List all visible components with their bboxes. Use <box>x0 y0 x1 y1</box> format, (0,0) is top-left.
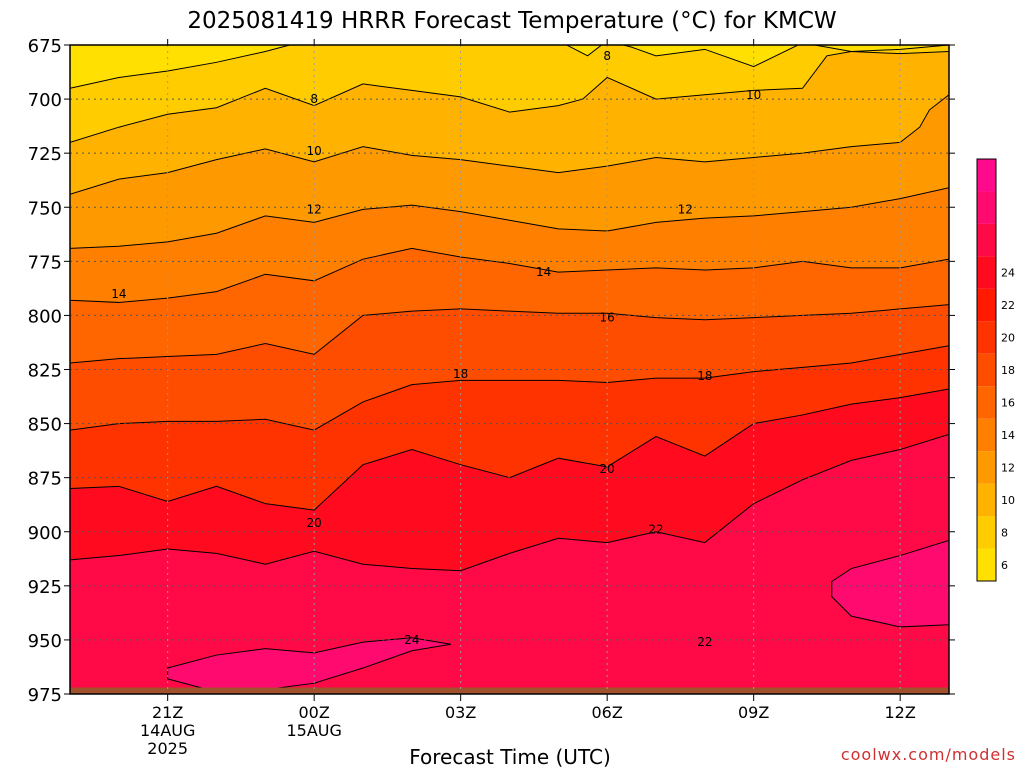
contour-label: 16 <box>600 311 615 325</box>
y-tick-label: 925 <box>28 577 62 598</box>
colorbar-label: 20 <box>1001 332 1015 345</box>
colorbar-swatch <box>977 548 996 581</box>
colorbar-swatch <box>977 451 996 484</box>
x-tick-date: 14AUG <box>140 721 195 740</box>
colorbar-label: 10 <box>1001 494 1015 507</box>
plot-area: 8 8 10 10 12 12 14 14 16 18 18 20 20 22 22 24 <box>69 44 950 695</box>
isotherm-10 <box>70 50 949 143</box>
contour-label: 14 <box>111 287 126 301</box>
surface-bar <box>70 687 949 694</box>
x-tick-label: 12Z <box>885 703 916 722</box>
colorbar-label: 16 <box>1001 396 1015 409</box>
contour-label: 18 <box>453 367 468 381</box>
y-tick-label: 800 <box>28 306 62 327</box>
colorbar-swatch <box>977 418 996 452</box>
colorbar-swatch <box>977 321 996 354</box>
colorbar-swatch <box>977 386 996 419</box>
x-axis-label: Forecast Time (UTC) <box>409 745 611 768</box>
isotherm-20 <box>70 345 949 431</box>
credit-text: coolwx.com/models <box>841 745 1016 764</box>
contour-label: 10 <box>746 88 761 102</box>
colorbar-frame <box>976 158 997 582</box>
colorbar-label: 6 <box>1001 559 1008 572</box>
y-tick-label: 775 <box>28 252 62 273</box>
x-tick-label: 00Z <box>299 703 330 722</box>
contour-label: 22 <box>648 523 663 537</box>
contour-label: 14 <box>536 265 551 279</box>
contour-label: 12 <box>307 202 322 216</box>
isotherm-12 <box>70 94 949 195</box>
x-tick-label: 09Z <box>738 703 769 722</box>
y-tick-label: 700 <box>28 90 62 111</box>
y-tick-label: 875 <box>28 469 62 490</box>
y-tick-label: 675 <box>28 36 62 57</box>
x-tick-year: 2025 <box>147 739 188 758</box>
y-tick-label: 900 <box>28 523 62 544</box>
colorbar-swatch <box>977 288 996 322</box>
colorbar-swatch <box>977 159 996 192</box>
colorbar-label: 14 <box>1001 429 1015 442</box>
y-tick-label: 725 <box>28 144 62 165</box>
contour-label: 8 <box>603 49 611 63</box>
y-tick-label: 825 <box>28 361 62 382</box>
isotherm-8 <box>70 45 949 89</box>
x-tick-label: 06Z <box>592 703 623 722</box>
y-axis: 675 700 725 750 775 800 825 850 875 900 925 950 975 <box>28 36 955 706</box>
y-tick-label: 850 <box>28 415 62 436</box>
contour-label: 12 <box>678 202 693 216</box>
y-tick-label: 750 <box>28 198 62 219</box>
filled-bands <box>70 45 949 694</box>
warm-pocket-2 <box>831 539 949 628</box>
x-tick-date: 15AUG <box>286 721 341 740</box>
band-above-24 <box>70 434 949 694</box>
isotherm-14 <box>70 187 949 249</box>
contour-label: 20 <box>600 462 615 476</box>
contour-label: 10 <box>307 144 322 158</box>
contour-label: 22 <box>697 635 712 649</box>
colorbar-swatch <box>977 483 996 517</box>
contour-label: 24 <box>404 633 419 647</box>
colorbar-label: 18 <box>1001 364 1015 377</box>
colorbar-label: 24 <box>1001 267 1015 280</box>
contour-label: 20 <box>307 516 322 530</box>
colorbar-swatch <box>977 191 996 224</box>
colorbar-legend: 6 8 10 12 14 16 18 20 22 24 <box>976 158 1015 582</box>
y-tick-label: 975 <box>28 685 62 706</box>
y-tick-label: 950 <box>28 631 62 652</box>
x-tick-label: 21Z <box>152 703 183 722</box>
colorbar-swatch <box>977 516 996 549</box>
chart-title: 2025081419 HRRR Forecast Temperature (°C… <box>187 8 836 34</box>
isotherm-24 <box>70 433 949 572</box>
x-tick-label: 03Z <box>445 703 476 722</box>
colorbar-swatch <box>977 353 996 387</box>
contour-label: 18 <box>697 369 712 383</box>
colorbar-label: 22 <box>1001 299 1015 312</box>
colorbar-swatch <box>977 256 996 289</box>
colorbar-swatch <box>977 223 996 257</box>
contour-label: 8 <box>310 92 318 106</box>
contour-labels: 8 8 10 10 12 12 14 14 16 18 18 20 20 22 22 24 <box>111 49 761 649</box>
colorbar-label: 8 <box>1001 526 1008 539</box>
colorbar-label: 12 <box>1001 461 1015 474</box>
